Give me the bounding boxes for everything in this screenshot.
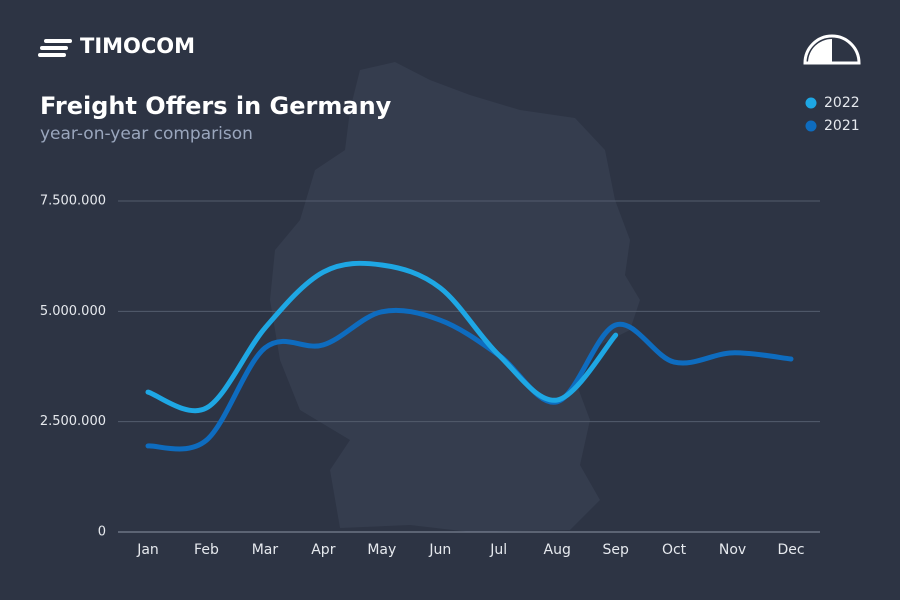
legend-label: 2022 <box>824 95 860 111</box>
y-tick-label: 5.000.000 <box>40 304 106 319</box>
y-tick-label: 2.500.000 <box>40 414 106 429</box>
x-tick-label: Jan <box>136 542 159 558</box>
x-tick-label: Nov <box>719 542 746 558</box>
gauge-icon <box>803 34 861 65</box>
y-tick-label: 7.500.000 <box>40 194 106 209</box>
y-tick-label: 0 <box>98 525 106 540</box>
line-series <box>145 307 794 452</box>
x-tick-label: Dec <box>777 542 804 558</box>
x-tick-label: Sep <box>602 542 629 558</box>
map-silhouette <box>270 62 640 532</box>
logo-mark <box>38 39 72 57</box>
legend-label: 2021 <box>824 118 860 134</box>
x-tick-label: Aug <box>544 542 571 558</box>
legend-swatch <box>805 97 817 109</box>
gauge-fill <box>808 38 832 62</box>
line-series <box>145 260 619 414</box>
brand: TIMOCOM <box>80 34 195 58</box>
x-tick-label: Jul <box>489 542 507 558</box>
chart-title: Freight Offers in Germany <box>40 92 392 120</box>
x-tick-label: Feb <box>194 542 219 558</box>
x-tick-label: Mar <box>252 542 279 558</box>
chart-subtitle: year-on-year comparison <box>40 124 253 144</box>
x-tick-label: May <box>367 542 396 558</box>
x-tick-label: Oct <box>662 542 687 558</box>
x-tick-label: Apr <box>311 542 335 558</box>
legend-swatch <box>805 120 817 132</box>
x-tick-label: Jun <box>428 542 451 558</box>
